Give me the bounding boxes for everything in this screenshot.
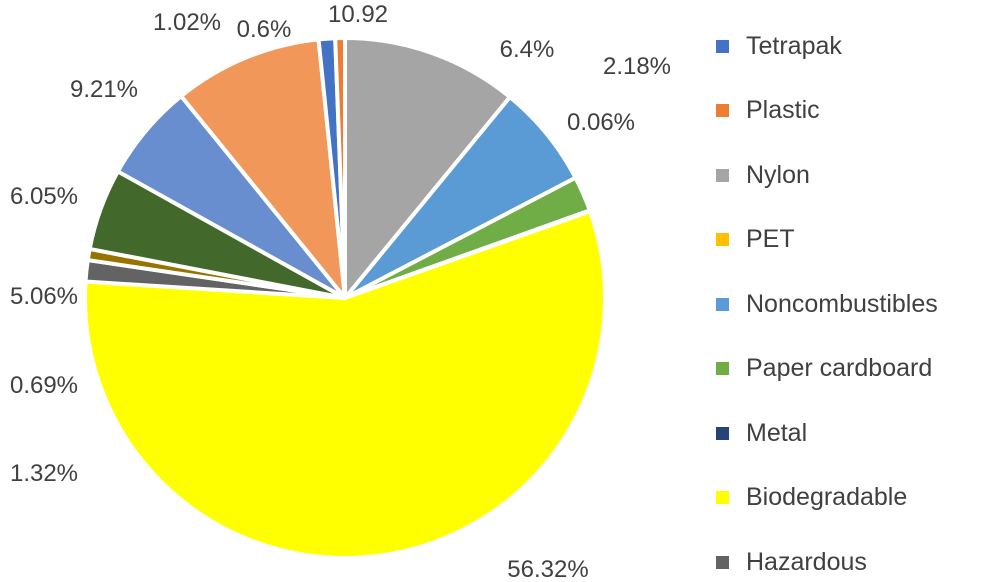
data-label-4: 0.06% xyxy=(567,109,635,136)
legend-item: Metal xyxy=(716,413,807,453)
legend-item: Hazardous xyxy=(716,542,867,582)
data-label-9: 6.05% xyxy=(10,183,78,210)
legend-label: Hazardous xyxy=(746,547,867,576)
legend-label: Paper cardboard xyxy=(746,354,933,382)
pie-slice-1 xyxy=(343,36,512,300)
legend-item: Plastic xyxy=(716,91,820,131)
data-label-8: 5.06% xyxy=(10,283,78,310)
legend-item: Biodegradable xyxy=(716,478,907,518)
pie-slice-5 xyxy=(83,209,607,560)
pie-slice-10 xyxy=(179,37,347,300)
legend-label: PET xyxy=(746,225,795,253)
legend-swatch xyxy=(716,426,729,440)
pie-slices xyxy=(83,36,607,560)
legend-swatch xyxy=(716,168,729,182)
legend-label: Tetrapak xyxy=(746,31,842,60)
legend-item: Nylon xyxy=(716,155,810,195)
legend-item: Tetrapak xyxy=(716,26,842,66)
data-label-11: 1.02% xyxy=(153,9,221,36)
legend-swatch xyxy=(716,39,729,53)
legend-label: Metal xyxy=(746,418,808,447)
legend-item: Paper cardboard xyxy=(716,349,932,389)
legend-label: Biodegradable xyxy=(746,483,908,511)
pie-slice-12 xyxy=(333,36,347,300)
legend-label: Nylon xyxy=(746,160,810,189)
pie-data-labels: 10.92 6.4% 2.18% 0.06% 56.32% 1.32% 0.69% 5.06%… xyxy=(10,1,671,580)
legend-swatch xyxy=(716,362,729,375)
data-label-6: 1.32% xyxy=(10,460,78,487)
data-label-7: 0.69% xyxy=(10,372,78,399)
legend-item: Noncombustibles xyxy=(716,284,938,324)
legend-label: Plastic xyxy=(746,96,820,124)
legend-swatch xyxy=(716,104,729,117)
data-label-3: 2.18% xyxy=(603,53,671,80)
data-label-5: 56.32% xyxy=(507,556,588,580)
data-label-2: 6.4% xyxy=(500,36,555,63)
legend-label: Noncombustibles xyxy=(746,289,938,318)
data-label-1: 10.92 xyxy=(328,1,388,28)
data-label-12: 0.6% xyxy=(237,16,292,43)
legend-swatch xyxy=(716,491,729,504)
legend-swatch xyxy=(716,555,729,569)
legend-swatch xyxy=(716,297,729,311)
data-label-10: 9.21% xyxy=(70,76,138,103)
legend-item: PET xyxy=(716,220,795,260)
legend-swatch xyxy=(716,233,729,246)
